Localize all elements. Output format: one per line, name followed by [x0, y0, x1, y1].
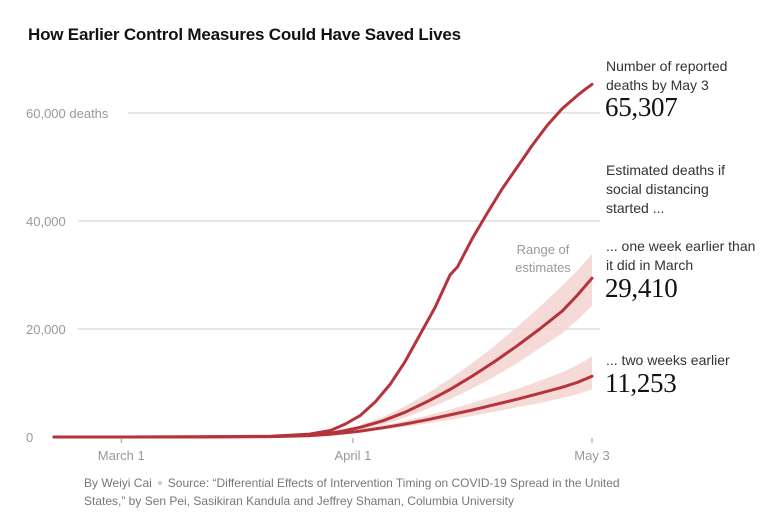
- x-tick-label: May 3: [574, 448, 609, 463]
- annotation-estimated: Estimated deaths if social distancing st…: [606, 162, 726, 216]
- y-tick-label: 20,000: [26, 322, 66, 337]
- annotation-reported: Number of reported deaths by May 3: [606, 58, 728, 93]
- value-reported: 65,307: [605, 92, 678, 122]
- y-tick-label: 0: [26, 430, 33, 445]
- gridlines: [78, 112, 600, 330]
- annotation-one-week: ... one week earlier than it did in Marc…: [606, 238, 756, 273]
- source-line-1: Source: “Differential Effects of Interve…: [167, 476, 620, 490]
- separator-dot: [157, 480, 162, 485]
- value-one-week: 29,410: [605, 273, 678, 303]
- series-lines: [52, 82, 594, 439]
- estimate-band-one-week: [54, 253, 592, 437]
- y-tick-label: 40,000: [26, 214, 66, 229]
- source-line-2: States,” by Sen Pei, Sasikiran Kandula a…: [84, 494, 514, 508]
- value-two-weeks: 11,253: [605, 368, 677, 398]
- source-credit: By Weiyi Cai Source: “Differential Effect…: [84, 474, 684, 510]
- x-tick-label: April 1: [334, 448, 371, 463]
- y-tick-label: 60,000 deaths: [26, 106, 109, 121]
- annotation-two-weeks: ... two weeks earlier: [606, 352, 730, 368]
- annotation-range: Range of estimates: [515, 242, 571, 275]
- estimate-bands: [54, 253, 592, 437]
- y-axis-labels: 0 20,000 40,000 60,000 deaths: [26, 106, 109, 445]
- series-line-two-weeks: [52, 374, 594, 439]
- x-axis: March 1 April 1 May 3: [98, 438, 610, 463]
- estimate-band-two-weeks: [54, 356, 592, 437]
- x-tick-label: March 1: [98, 448, 145, 463]
- chart-title: How Earlier Control Measures Could Have …: [28, 25, 461, 44]
- byline: By Weiyi Cai: [84, 476, 152, 490]
